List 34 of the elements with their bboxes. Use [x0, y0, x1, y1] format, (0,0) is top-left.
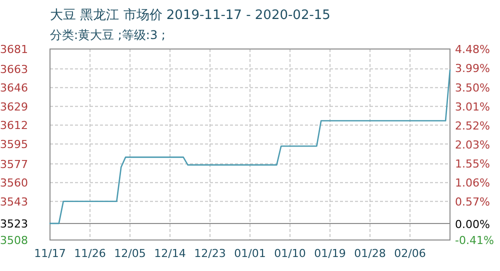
x-tick: 11/26 — [74, 247, 106, 260]
x-tick: 12/14 — [154, 247, 186, 260]
x-tick: 11/17 — [34, 247, 66, 260]
y-tick: 3629 — [0, 100, 28, 114]
y2-tick: 3.01% — [455, 100, 490, 114]
y2-tick: 0.00% — [455, 218, 490, 231]
y-tick: 3577 — [0, 158, 28, 171]
x-tick: 01/19 — [314, 247, 346, 260]
y2-tick: 3.99% — [455, 62, 490, 76]
y2-tick: 1.06% — [455, 176, 490, 190]
y-tick: 3523 — [0, 217, 28, 230]
y-tick: 3663 — [0, 62, 28, 76]
x-tick: 01/01 — [234, 247, 266, 260]
y-tick: 3681 — [0, 43, 28, 56]
y-tick: 3595 — [0, 138, 28, 151]
y2-tick: 3.50% — [455, 81, 490, 94]
y2-tick: -0.41% — [455, 234, 494, 247]
subtitle: 分类:黄大豆 ;等级:3 ; — [50, 28, 166, 42]
y2-tick: 4.48% — [455, 43, 490, 56]
y-tick: 3508 — [0, 234, 28, 247]
y-tick: 3646 — [0, 82, 28, 95]
y2-tick: 2.03% — [455, 138, 490, 152]
y2-tick: 1.55% — [455, 157, 490, 170]
y-tick: 3560 — [0, 176, 28, 190]
y2-tick: 2.52% — [455, 120, 490, 133]
y-tick: 3612 — [0, 119, 28, 132]
x-tick: 01/28 — [354, 247, 386, 260]
x-tick: 01/10 — [274, 247, 306, 260]
title: 大豆 黑龙江 市场价 2019-11-17 - 2020-02-15 — [50, 8, 330, 23]
x-tick: 12/23 — [194, 247, 226, 260]
y-tick: 3543 — [0, 195, 28, 208]
x-tick: 12/05 — [114, 247, 146, 260]
x-tick: 02/06 — [394, 247, 426, 260]
y2-tick: 0.57% — [455, 196, 490, 209]
